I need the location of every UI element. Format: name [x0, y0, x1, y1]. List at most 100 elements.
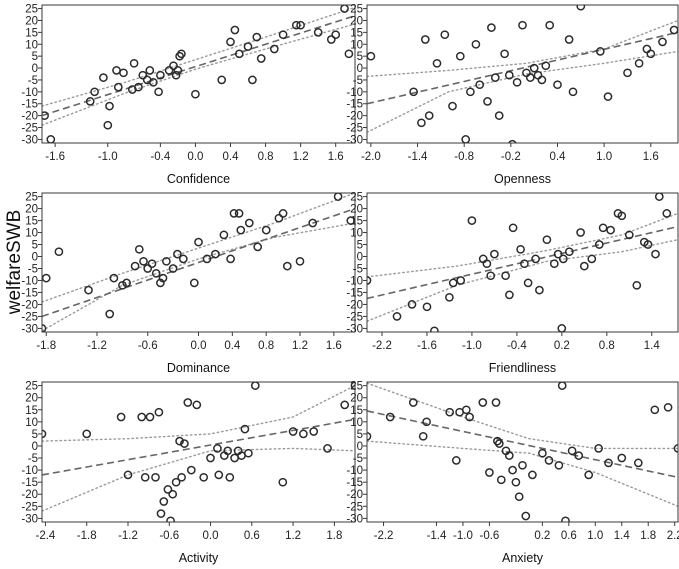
x-tick-label: 0.8	[258, 151, 274, 163]
data-point	[129, 58, 139, 68]
data-point	[646, 49, 656, 59]
data-point	[568, 87, 578, 97]
data-point	[139, 256, 148, 266]
x-axis-title: Confidence	[167, 172, 230, 186]
ci-upper-line	[367, 19, 678, 78]
y-tick-label: -10	[346, 465, 363, 477]
y-tick-label: 25	[350, 381, 363, 393]
y-tick-label: -5	[28, 75, 38, 87]
y-tick-label: 10	[350, 228, 363, 240]
data-point	[528, 470, 537, 480]
x-tick-label: -0.8	[454, 151, 474, 163]
x-tick-label: 1.6	[643, 151, 659, 163]
data-point	[529, 63, 539, 73]
data-point	[367, 431, 372, 441]
data-point	[169, 61, 178, 71]
data-point	[213, 444, 222, 453]
y-tick-label: 5	[32, 240, 38, 252]
data-point	[236, 225, 246, 235]
y-tick-label: 0	[32, 441, 38, 453]
data-point	[113, 82, 123, 92]
y-tick-label: 0	[32, 63, 38, 75]
data-point	[673, 444, 678, 453]
data-point	[295, 256, 305, 266]
data-point	[109, 273, 119, 283]
y-tick-label: 10	[25, 39, 38, 51]
data-point	[424, 111, 434, 120]
data-point	[448, 101, 457, 111]
x-tick-label: -0.6	[138, 340, 158, 352]
plot-area	[42, 382, 355, 522]
data-point	[490, 73, 500, 82]
y-tick-label: -10	[346, 275, 363, 287]
data-point	[448, 278, 458, 288]
data-point	[180, 439, 189, 448]
y-tick-label: 15	[350, 27, 363, 39]
ci-upper-line	[42, 384, 355, 442]
data-point	[490, 249, 499, 259]
ci-upper-line	[42, 6, 355, 107]
data-point	[535, 285, 544, 295]
data-point	[576, 228, 585, 237]
data-point	[544, 456, 554, 465]
data-point	[194, 237, 203, 247]
data-point	[225, 472, 235, 482]
data-point	[420, 35, 430, 44]
data-point	[522, 68, 531, 78]
data-point	[445, 407, 455, 417]
data-point	[147, 259, 157, 269]
data-point	[576, 5, 586, 11]
data-point	[234, 209, 244, 218]
y-tick-label: -15	[21, 477, 38, 489]
x-tick-label: 0.8	[599, 340, 615, 352]
y-tick-label: 15	[25, 27, 38, 39]
ci-lower-line	[42, 23, 355, 126]
data-point	[594, 240, 604, 249]
data-point	[171, 70, 181, 80]
data-point	[168, 264, 178, 273]
data-point	[99, 73, 108, 82]
data-point	[54, 247, 64, 257]
data-point	[567, 446, 577, 456]
y-tick-label: -10	[21, 275, 38, 287]
data-point	[482, 259, 492, 269]
data-point	[417, 118, 426, 128]
x-tick-label: -1.8	[36, 340, 56, 352]
x-tick-label: 0.2	[554, 340, 570, 352]
x-tick-label: 0.8	[258, 340, 274, 352]
y-tick-label: 20	[25, 204, 38, 216]
y-tick-label: -25	[346, 123, 363, 135]
x-tick-label: -1.8	[77, 530, 97, 542]
data-point	[177, 472, 186, 482]
data-point	[650, 405, 660, 415]
y-tick-label: 20	[350, 204, 363, 216]
data-point	[175, 51, 184, 61]
data-point	[46, 135, 56, 143]
ci-upper-line	[367, 212, 678, 278]
data-point	[521, 511, 531, 521]
x-tick-label: -1.4	[408, 151, 428, 163]
x-tick-label: -0.4	[507, 340, 527, 352]
x-tick-label: 1.0	[596, 151, 612, 163]
y-tick-label: -5	[353, 263, 363, 275]
x-axis-title: Openness	[494, 172, 551, 186]
x-tick-label: -1.2	[118, 530, 138, 542]
data-point	[309, 427, 319, 436]
y-tick-label: 10	[25, 228, 38, 240]
y-tick-label: 5	[357, 240, 363, 252]
y-tick-label: 0	[357, 441, 363, 453]
data-point	[105, 101, 114, 111]
plot-area	[42, 5, 355, 143]
y-tick-label: -25	[21, 501, 38, 513]
x-tick-label: 0.4	[549, 151, 566, 163]
x-tick-label: 1.8	[640, 530, 656, 542]
data-point	[151, 472, 160, 482]
y-tick-label: -5	[353, 453, 363, 465]
data-point	[512, 77, 522, 87]
data-point	[564, 247, 574, 257]
data-point	[587, 254, 597, 264]
data-point	[455, 51, 465, 61]
y-tick-label: -25	[21, 123, 38, 135]
